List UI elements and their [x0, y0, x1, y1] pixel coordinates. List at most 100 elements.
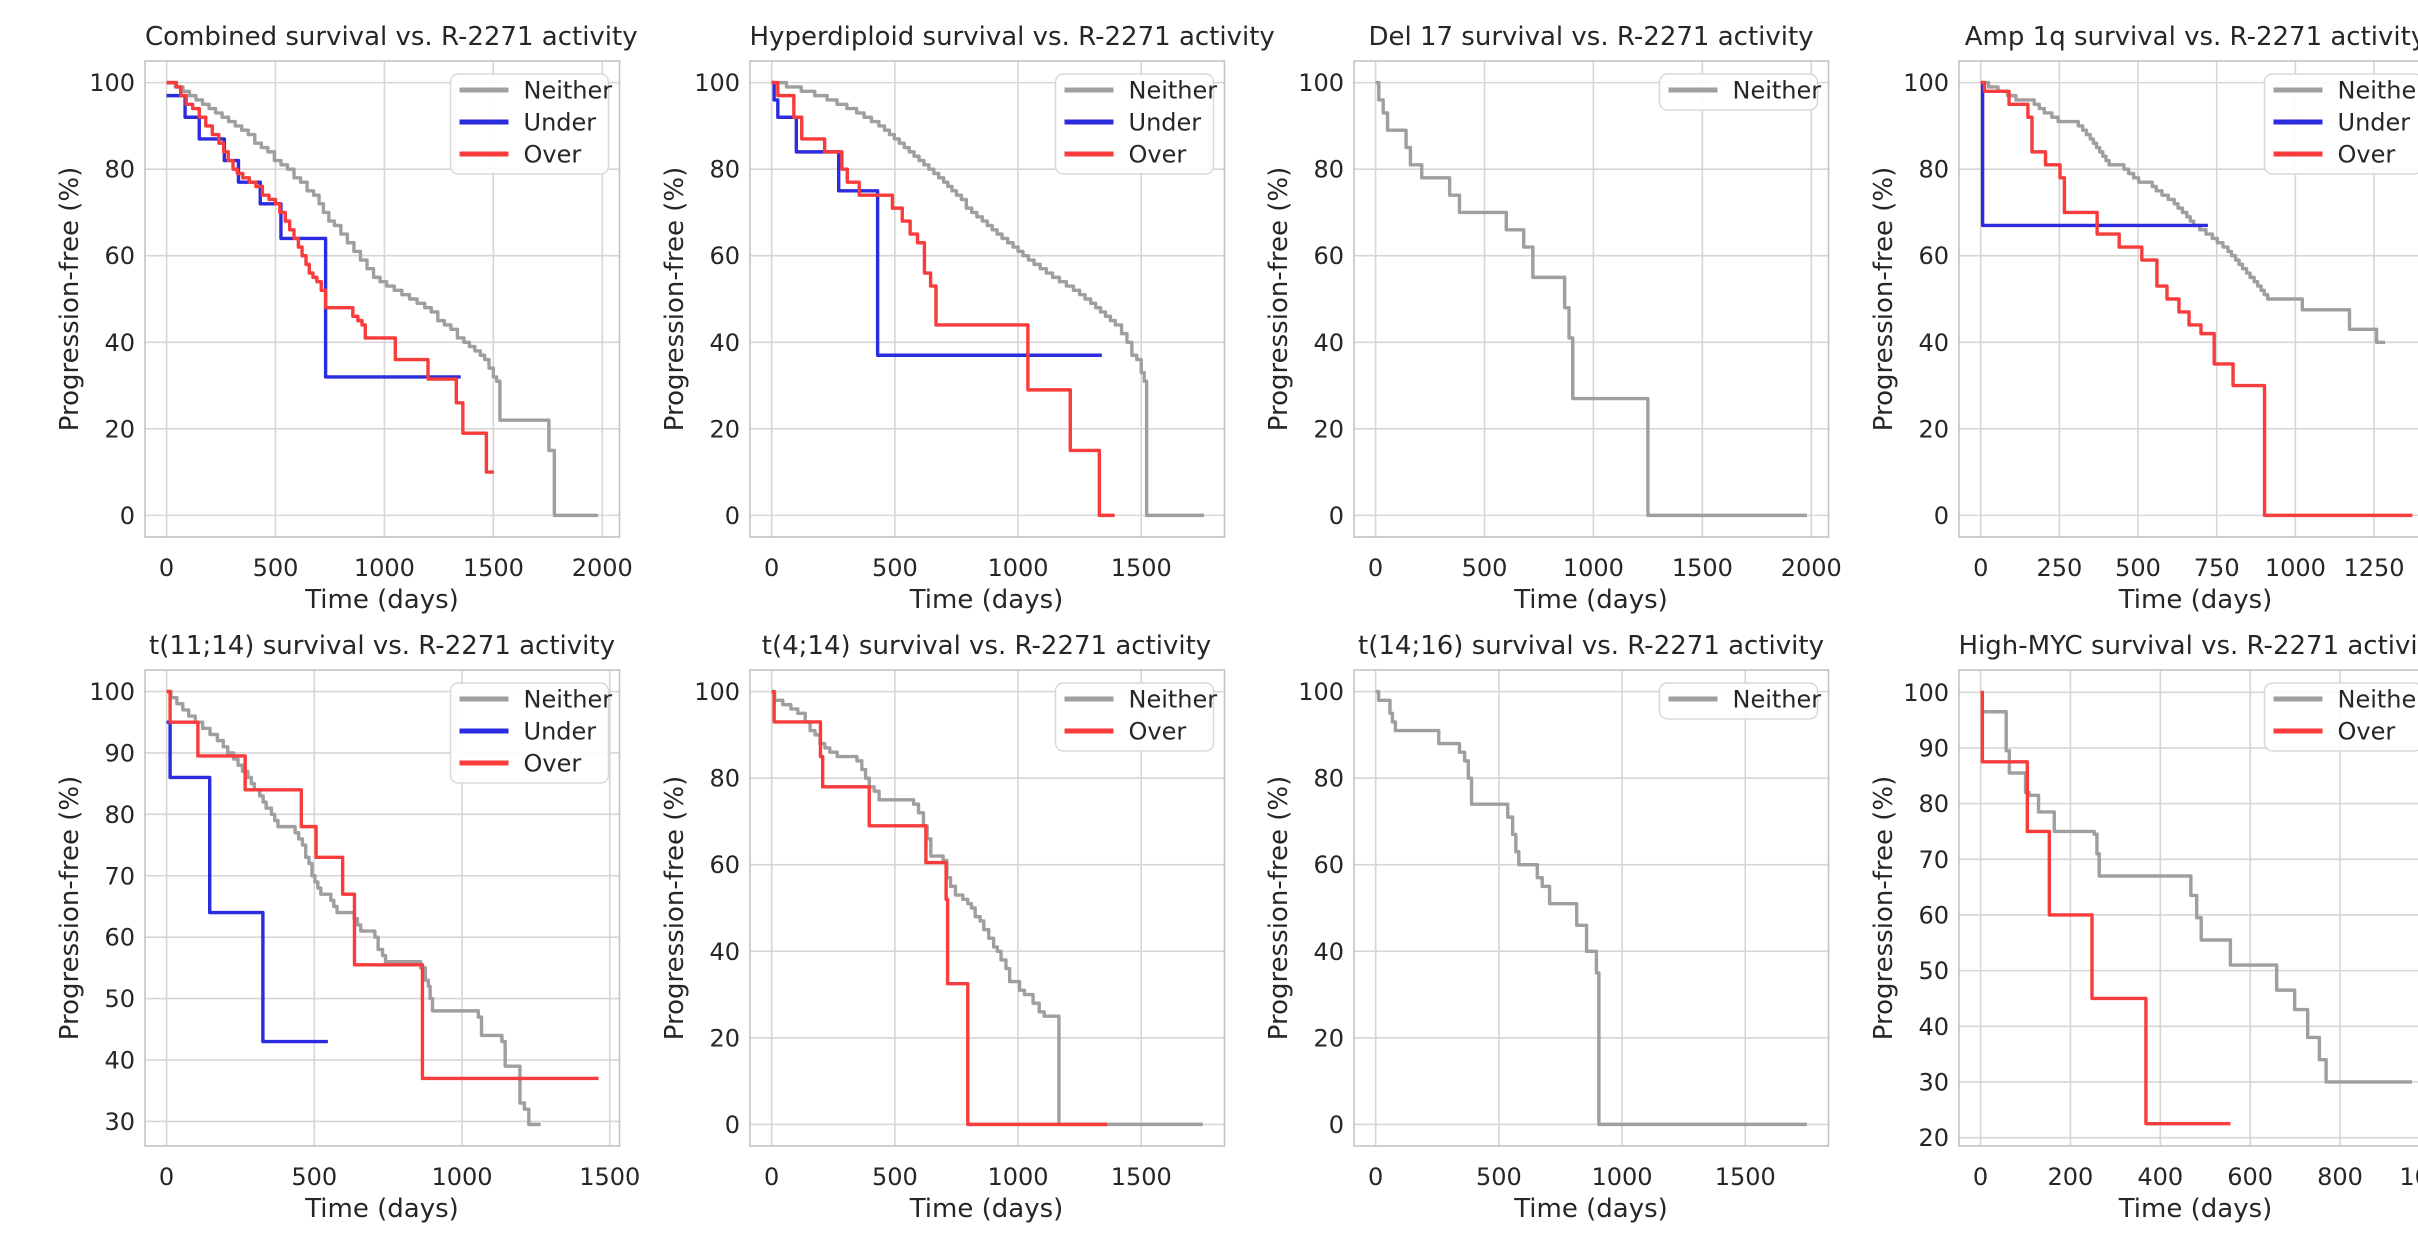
y-tick-label: 70 — [1918, 846, 1949, 874]
x-tick-label: 1500 — [579, 1163, 640, 1191]
y-tick-label: 80 — [709, 156, 740, 184]
x-tick-label: 1500 — [1715, 1163, 1776, 1191]
y-tick-label: 40 — [1313, 329, 1344, 357]
x-tick-label: 2000 — [572, 554, 633, 582]
y-tick-label: 40 — [709, 329, 740, 357]
y-tick-label: 40 — [104, 329, 135, 357]
x-tick-label: 800 — [2317, 1163, 2363, 1191]
x-tick-label: 0 — [764, 554, 779, 582]
y-tick-label: 60 — [1313, 851, 1344, 879]
legend-label-over: Over — [1128, 141, 1186, 169]
y-tick-label: 0 — [1329, 1111, 1344, 1139]
x-tick-label: 1000 — [354, 554, 415, 582]
x-tick-label: 1500 — [463, 554, 524, 582]
x-tick-label: 1000 — [987, 1163, 1048, 1191]
legend-label-over: Over — [524, 141, 582, 169]
y-tick-label: 40 — [709, 938, 740, 966]
y-tick-label: 40 — [1918, 1013, 1949, 1041]
y-tick-label: 20 — [104, 415, 135, 443]
x-tick-label: 0 — [1973, 554, 1988, 582]
x-tick-label: 500 — [1462, 554, 1508, 582]
series-line-under — [167, 96, 461, 377]
y-tick-label: 80 — [1313, 156, 1344, 184]
x-tick-label: 500 — [2115, 554, 2161, 582]
series-line-neither — [771, 692, 1202, 1125]
x-tick-label: 500 — [253, 554, 299, 582]
subplot-del17: Del 17 survival vs. R-2271 activity Prog… — [1249, 16, 1854, 625]
y-tick-label: 60 — [104, 924, 135, 952]
x-tick-label: 750 — [2193, 554, 2239, 582]
legend-label-under: Under — [524, 718, 597, 746]
x-tick-label: 1000 — [987, 554, 1048, 582]
x-tick-label: 500 — [291, 1163, 337, 1191]
y-tick-label: 90 — [104, 739, 135, 767]
legend-label-over: Over — [2337, 141, 2395, 169]
x-tick-label: 0 — [159, 1163, 174, 1191]
y-tick-label: 40 — [1313, 938, 1344, 966]
legend-label-neither: Neither — [1128, 686, 1217, 714]
legend-label-neither: Neither — [1733, 686, 1822, 714]
y-tick-label: 80 — [1918, 156, 1949, 184]
x-axis-label: Time (days) — [1354, 585, 1828, 615]
x-axis-label: Time (days) — [1354, 1194, 1828, 1224]
x-tick-label: 0 — [764, 1163, 779, 1191]
y-tick-label: 100 — [1298, 69, 1344, 97]
y-tick-label: 20 — [1313, 1024, 1344, 1052]
x-tick-label: 500 — [871, 554, 917, 582]
plot-border — [1354, 670, 1829, 1146]
y-tick-label: 80 — [1918, 790, 1949, 818]
y-tick-label: 20 — [1918, 1124, 1949, 1152]
x-tick-label: 1500 — [1672, 554, 1733, 582]
y-tick-label: 0 — [724, 1111, 739, 1139]
plot-area: 020040060080010002030405060708090100Neit… — [1854, 625, 2418, 1234]
y-tick-label: 0 — [724, 502, 739, 530]
y-tick-label: 100 — [1903, 679, 1949, 707]
y-tick-label: 0 — [1329, 502, 1344, 530]
y-tick-label: 0 — [1933, 502, 1948, 530]
x-tick-label: 1250 — [2343, 554, 2404, 582]
legend-label-neither: Neither — [524, 686, 613, 714]
x-tick-label: 500 — [871, 1163, 917, 1191]
y-tick-label: 80 — [1313, 765, 1344, 793]
x-tick-label: 1000 — [1592, 1163, 1653, 1191]
x-tick-label: 1500 — [1110, 1163, 1171, 1191]
x-axis-label: Time (days) — [145, 585, 619, 615]
x-tick-label: 600 — [2227, 1163, 2273, 1191]
y-tick-label: 20 — [709, 1024, 740, 1052]
y-tick-label: 100 — [1903, 69, 1949, 97]
legend-label-over: Over — [524, 750, 582, 778]
y-tick-label: 20 — [709, 415, 740, 443]
series-line-neither — [1376, 692, 1807, 1125]
legend-label-under: Under — [1128, 109, 1201, 137]
y-tick-label: 60 — [1313, 242, 1344, 270]
x-axis-label: Time (days) — [145, 1194, 619, 1224]
x-tick-label: 500 — [1476, 1163, 1522, 1191]
y-tick-label: 50 — [104, 985, 135, 1013]
legend-label-neither: Neither — [1128, 77, 1217, 105]
x-axis-label: Time (days) — [1959, 1194, 2418, 1224]
legend-label-neither: Neither — [2337, 77, 2418, 105]
x-axis-label: Time (days) — [1959, 585, 2418, 615]
y-tick-label: 50 — [1918, 957, 1949, 985]
subplot-amp1q: Amp 1q survival vs. R-2271 activity Prog… — [1854, 16, 2418, 625]
y-tick-label: 0 — [120, 502, 135, 530]
series-line-over — [167, 83, 494, 472]
x-tick-label: 250 — [2036, 554, 2082, 582]
x-axis-label: Time (days) — [750, 585, 1224, 615]
y-tick-label: 80 — [709, 765, 740, 793]
x-tick-label: 1000 — [2264, 554, 2325, 582]
x-tick-label: 1000 — [1563, 554, 1624, 582]
x-tick-label: 1000 — [2399, 1163, 2418, 1191]
y-tick-label: 60 — [1918, 242, 1949, 270]
y-tick-label: 70 — [104, 862, 135, 890]
x-tick-label: 0 — [1972, 1163, 1987, 1191]
y-tick-label: 60 — [709, 851, 740, 879]
x-tick-label: 1500 — [1110, 554, 1171, 582]
y-tick-label: 60 — [104, 242, 135, 270]
x-tick-label: 2000 — [1781, 554, 1842, 582]
y-tick-label: 80 — [104, 801, 135, 829]
x-tick-label: 400 — [2137, 1163, 2183, 1191]
